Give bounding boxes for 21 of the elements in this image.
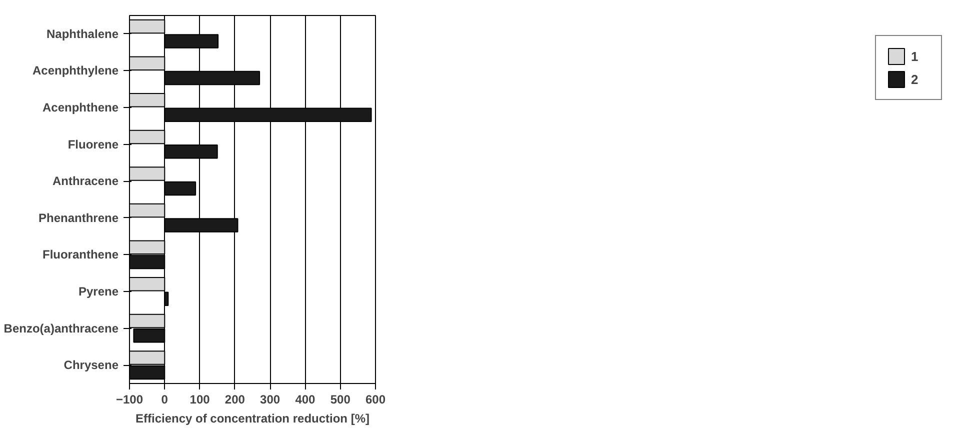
x-tick-label: 500 bbox=[330, 392, 351, 406]
y-tick-label: Benzo(a)anthracene bbox=[4, 321, 119, 336]
x-axis-title: Efficiency of concentration reduction [%] bbox=[135, 412, 370, 426]
y-tick-label: Chrysene bbox=[64, 358, 119, 372]
x-tick-label: 300 bbox=[260, 392, 280, 406]
y-tick-label: Fluoranthene bbox=[42, 248, 119, 262]
y-tick-label: Naphthalene bbox=[46, 26, 119, 41]
y-tick-label: Pyrene bbox=[78, 284, 119, 298]
y-tick-label: Anthracene bbox=[52, 174, 119, 188]
legend-label: 1 bbox=[911, 48, 920, 64]
x-tick-label: −100 bbox=[116, 392, 144, 406]
legend-label: 2 bbox=[911, 72, 920, 86]
x-tick-label: 200 bbox=[224, 392, 246, 406]
y-tick-label: Phenanthrene bbox=[38, 210, 119, 225]
x-tick-label: 0 bbox=[161, 392, 168, 406]
y-tick-label: Fluorene bbox=[68, 137, 119, 152]
y-tick-label: Acenphthene bbox=[42, 100, 119, 114]
x-tick-label: 400 bbox=[295, 392, 316, 406]
x-tick-label: 600 bbox=[365, 392, 386, 406]
y-tick-label: Acenphthylene bbox=[32, 64, 119, 78]
x-tick-label: 100 bbox=[190, 392, 210, 406]
